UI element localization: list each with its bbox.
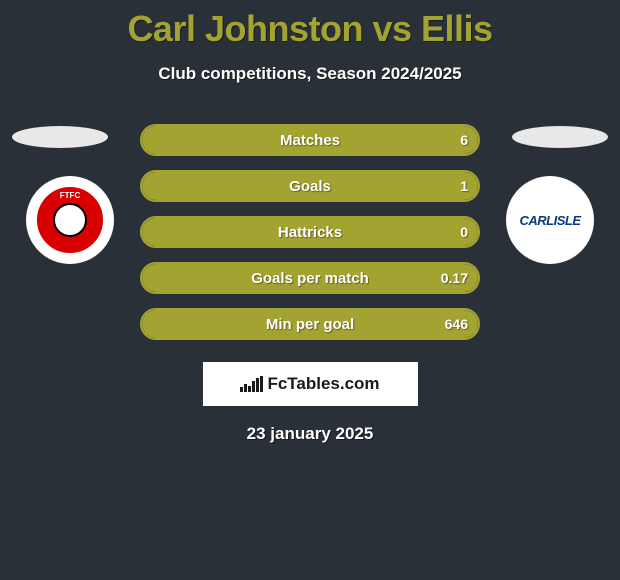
stat-row-matches: Matches 6: [140, 124, 480, 156]
stat-row-mpg: Min per goal 646: [140, 308, 480, 340]
watermark-text: FcTables.com: [267, 374, 379, 394]
stat-label: Goals per match: [251, 270, 369, 287]
stat-value-right: 0: [460, 224, 468, 240]
watermark: FcTables.com: [203, 362, 418, 406]
page-title: Carl Johnston vs Ellis: [0, 0, 620, 50]
stat-label: Goals: [289, 178, 331, 195]
fleetwood-badge-text: FTFC: [60, 191, 80, 200]
page-subtitle: Club competitions, Season 2024/2025: [0, 64, 620, 84]
player-photo-placeholder-right: [512, 126, 608, 148]
stat-label: Matches: [280, 132, 340, 149]
club-badge-left: FTFC: [26, 176, 114, 264]
date-text: 23 january 2025: [0, 424, 620, 444]
stat-value-right: 0.17: [441, 270, 468, 286]
stat-label: Hattricks: [278, 224, 342, 241]
football-icon: [53, 203, 87, 237]
stat-value-right: 646: [445, 316, 468, 332]
stat-row-hattricks: Hattricks 0: [140, 216, 480, 248]
stat-value-right: 6: [460, 132, 468, 148]
stat-fill-left: [142, 172, 310, 200]
fleetwood-badge-icon: FTFC: [34, 184, 106, 256]
stat-row-gpm: Goals per match 0.17: [140, 262, 480, 294]
stat-label: Min per goal: [266, 316, 354, 333]
stat-fill-right: [310, 172, 478, 200]
stat-row-goals: Goals 1: [140, 170, 480, 202]
stat-value-right: 1: [460, 178, 468, 194]
player-photo-placeholder-left: [12, 126, 108, 148]
club-badge-right: CARLISLE: [506, 176, 594, 264]
bar-chart-icon: [240, 376, 263, 392]
carlisle-badge-text: CARLISLE: [520, 213, 581, 228]
